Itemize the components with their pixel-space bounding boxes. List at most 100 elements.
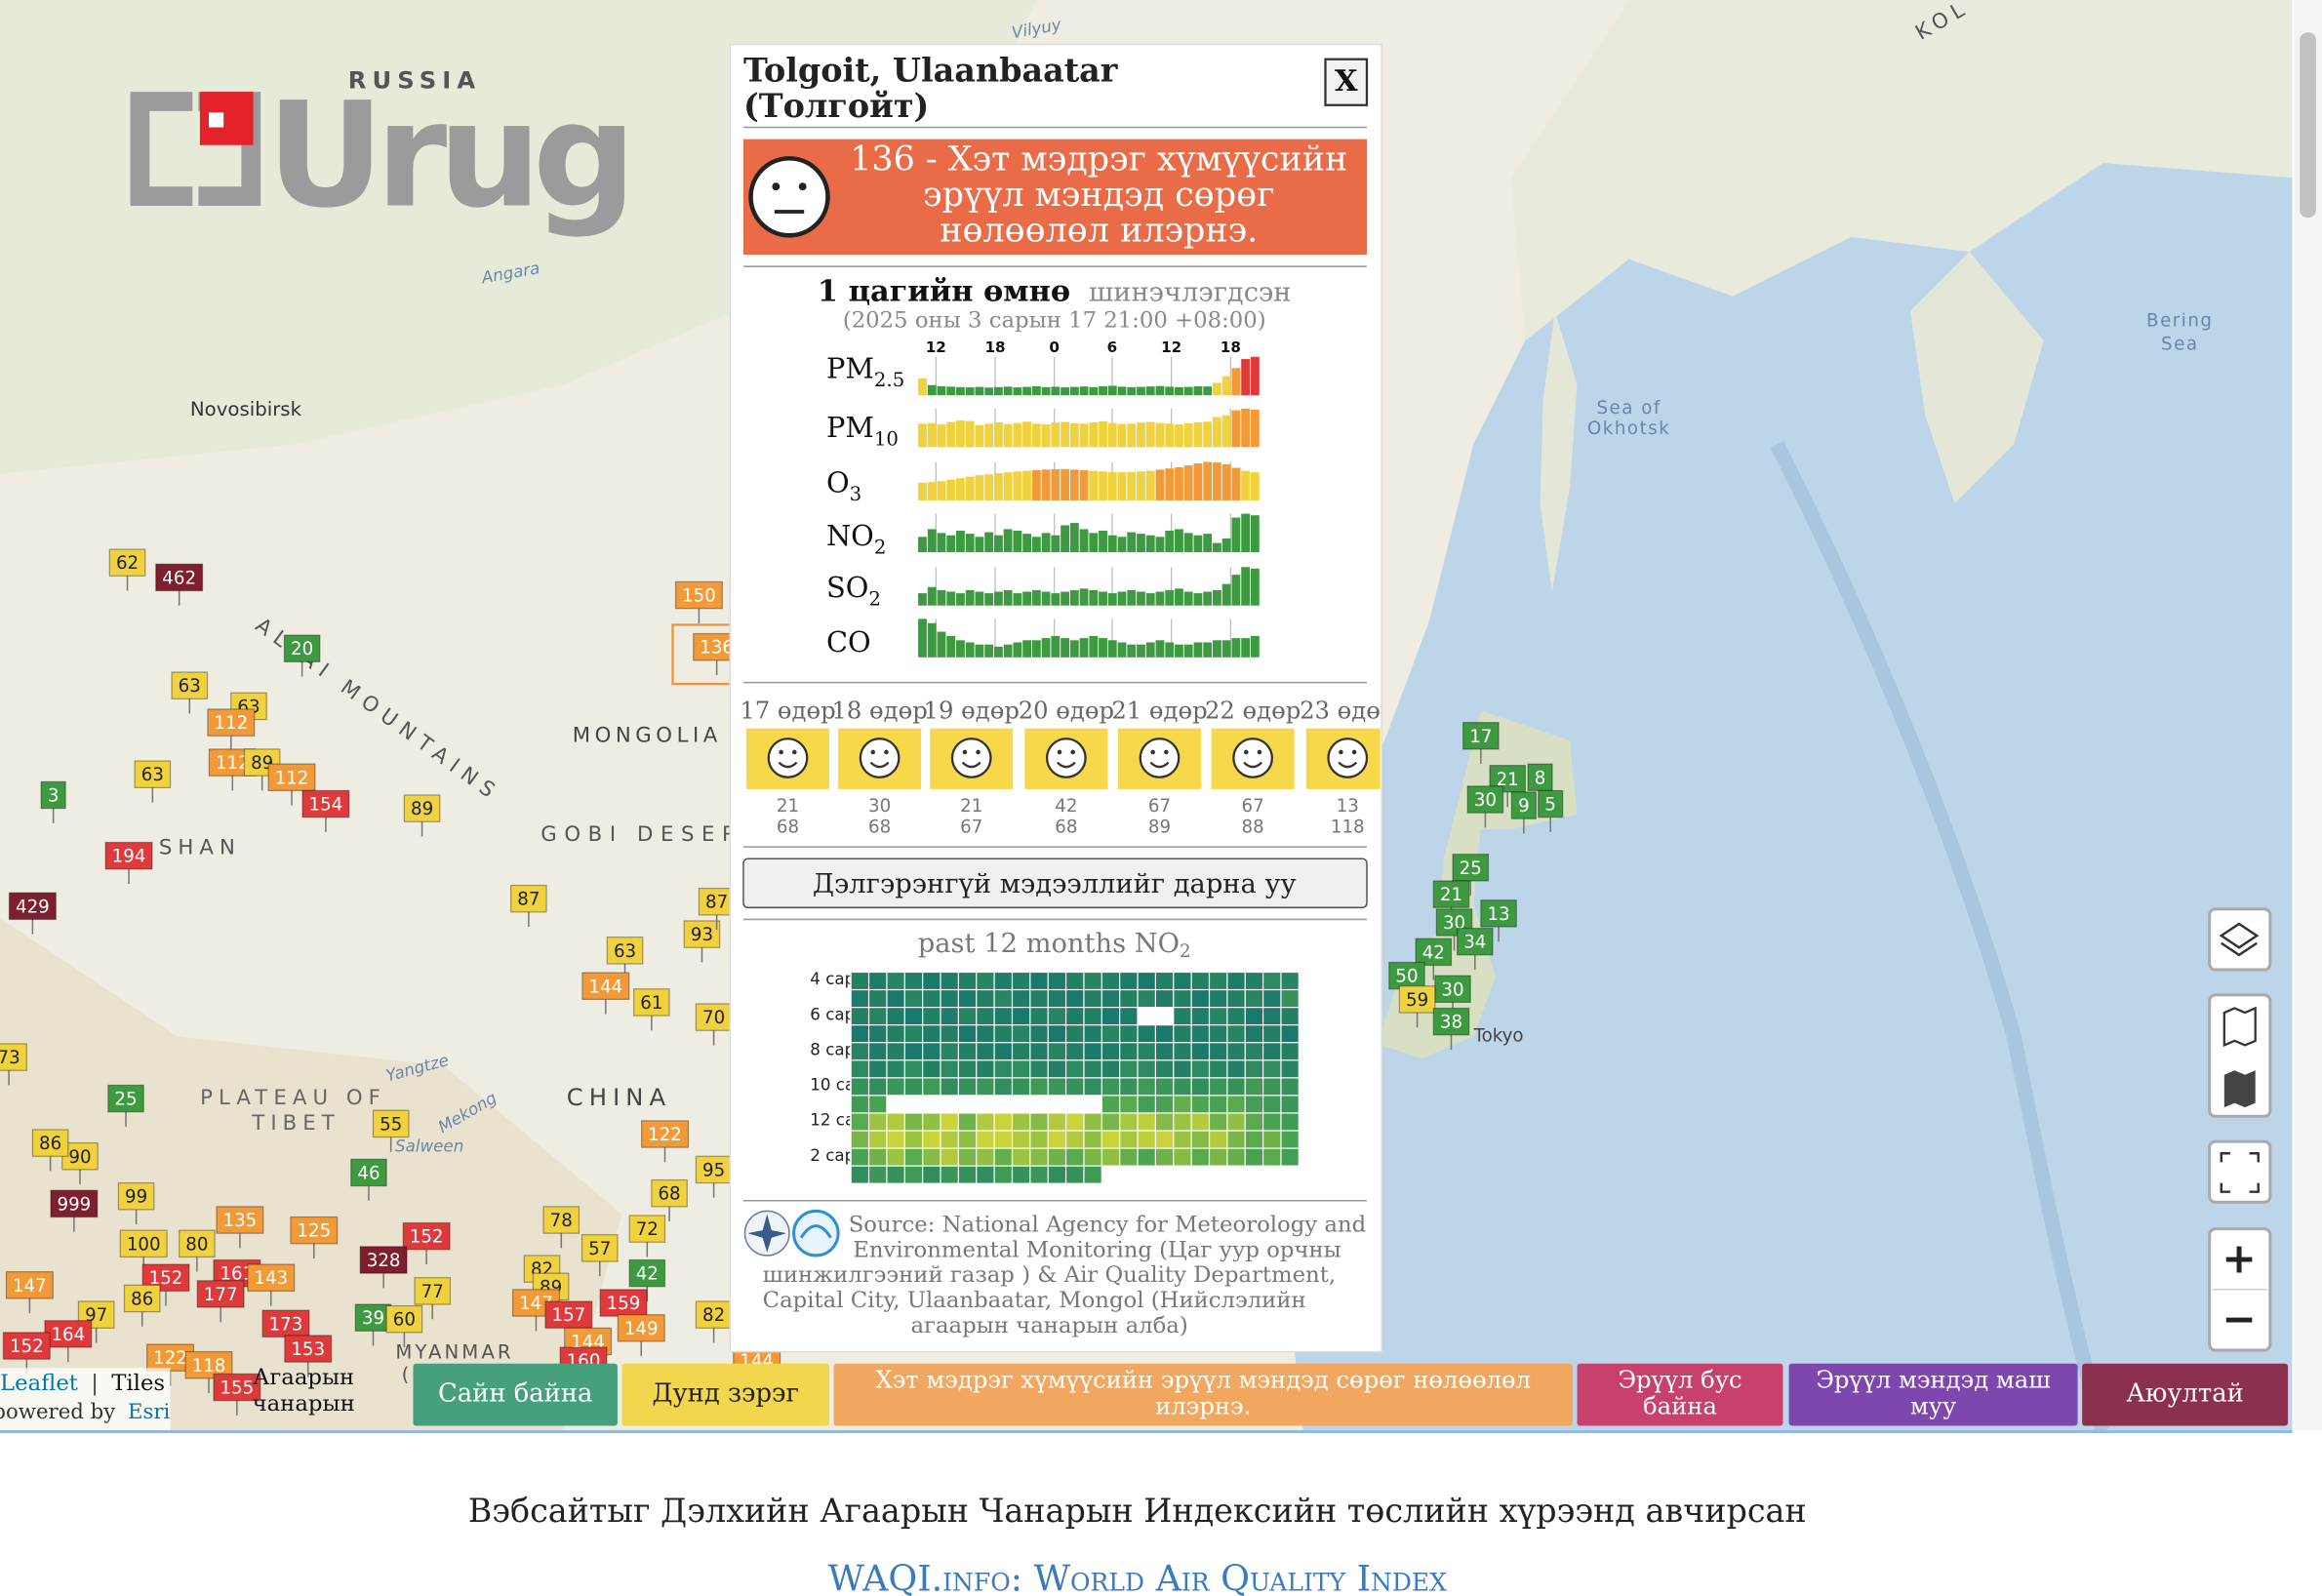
- heat-cell: [1155, 973, 1174, 989]
- station-marker[interactable]: 20: [283, 634, 321, 677]
- map-label: Okhotsk: [1587, 419, 1670, 439]
- legend-item[interactable]: [833, 1363, 1573, 1426]
- close-button[interactable]: [1324, 58, 1369, 106]
- station-marker[interactable]: 60: [385, 1304, 423, 1348]
- station-marker[interactable]: 8: [1527, 763, 1553, 806]
- station-marker[interactable]: 147: [5, 1271, 54, 1314]
- station-marker[interactable]: 70: [695, 1003, 733, 1046]
- station-marker[interactable]: 135: [216, 1206, 264, 1249]
- station-marker[interactable]: 462: [155, 563, 204, 606]
- station-marker[interactable]: 30: [1435, 908, 1473, 951]
- station-marker[interactable]: 25: [1452, 854, 1490, 897]
- fullscreen-button[interactable]: [2208, 1139, 2272, 1204]
- station-marker[interactable]: 86: [31, 1129, 69, 1172]
- station-marker[interactable]: 3: [40, 780, 66, 823]
- station-marker[interactable]: 42: [628, 1258, 666, 1301]
- station-marker[interactable]: 157: [544, 1300, 593, 1343]
- station-marker[interactable]: 143: [247, 1263, 296, 1306]
- station-marker[interactable]: 46: [350, 1158, 387, 1201]
- legend-item[interactable]: [621, 1363, 830, 1426]
- details-button[interactable]: [742, 858, 1368, 909]
- layers-button[interactable]: [2208, 907, 2272, 972]
- station-marker[interactable]: 55: [372, 1109, 410, 1152]
- station-marker[interactable]: 173: [261, 1309, 310, 1352]
- station-marker[interactable]: 177: [196, 1280, 245, 1323]
- station-marker[interactable]: 154: [301, 789, 350, 832]
- station-marker[interactable]: 93: [683, 920, 721, 963]
- footer-link[interactable]: WAQI.info: World Air Quality Index: [827, 1557, 1447, 1596]
- station-marker[interactable]: 118: [184, 1350, 233, 1394]
- history-row-label: 12 сар: [810, 1111, 865, 1130]
- heat-cell: [994, 1148, 1012, 1166]
- station-marker[interactable]: 999: [50, 1189, 99, 1232]
- station-marker[interactable]: 144: [581, 972, 630, 1015]
- station-marker[interactable]: 112: [267, 763, 316, 806]
- station-marker[interactable]: 30: [1434, 975, 1471, 1017]
- station-marker[interactable]: 5: [1538, 789, 1564, 832]
- station-marker[interactable]: 42: [1415, 938, 1453, 980]
- station-marker[interactable]: 155: [213, 1373, 261, 1416]
- station-marker[interactable]: 9: [1510, 791, 1538, 834]
- station-marker[interactable]: 80: [179, 1229, 216, 1272]
- station-marker[interactable]: 34: [1456, 927, 1494, 971]
- station-marker[interactable]: 328: [359, 1246, 408, 1289]
- station-marker[interactable]: 68: [651, 1178, 688, 1222]
- station-marker[interactable]: 72: [628, 1215, 666, 1257]
- station-marker[interactable]: 89: [243, 748, 281, 791]
- station-marker[interactable]: 152: [141, 1263, 190, 1306]
- legend-item[interactable]: [413, 1363, 618, 1426]
- station-marker[interactable]: 13: [1480, 899, 1517, 942]
- station-marker[interactable]: 63: [134, 760, 172, 803]
- station-marker[interactable]: 95: [695, 1155, 733, 1198]
- station-marker[interactable]: 39: [354, 1303, 392, 1346]
- station-marker[interactable]: 164: [44, 1320, 93, 1363]
- station-marker[interactable]: 78: [542, 1206, 580, 1249]
- station-marker[interactable]: 99: [117, 1181, 155, 1225]
- station-marker[interactable]: 63: [171, 671, 209, 714]
- forecast-face: [859, 738, 901, 778]
- marker-box: [414, 1277, 452, 1305]
- marker-value: 429: [16, 897, 50, 917]
- station-marker[interactable]: 89: [403, 794, 441, 837]
- station-marker[interactable]: 63: [606, 937, 644, 979]
- station-marker[interactable]: 59: [1398, 985, 1436, 1028]
- station-marker[interactable]: 38: [1432, 1007, 1470, 1050]
- legend-item[interactable]: [1788, 1363, 2078, 1426]
- station-marker[interactable]: 125: [290, 1216, 339, 1258]
- station-marker[interactable]: 150: [674, 580, 723, 623]
- leaflet-link[interactable]: Leaflet: [0, 1371, 78, 1396]
- station-marker[interactable]: 77: [414, 1277, 452, 1320]
- station-marker[interactable]: 57: [580, 1234, 619, 1277]
- station-marker[interactable]: 159: [599, 1289, 648, 1332]
- legend-item[interactable]: [1577, 1363, 1783, 1426]
- station-marker[interactable]: 50: [1388, 961, 1425, 1004]
- scrollbar-thumb[interactable]: [2300, 32, 2316, 219]
- pollutant-bar: [1061, 638, 1069, 658]
- station-marker[interactable]: 152: [2, 1332, 51, 1375]
- station-marker[interactable]: 152: [402, 1221, 451, 1265]
- station-marker[interactable]: 149: [617, 1314, 665, 1357]
- station-marker[interactable]: 25: [107, 1084, 144, 1127]
- station-marker[interactable]: 73: [0, 1043, 27, 1086]
- station-marker[interactable]: 100: [119, 1229, 168, 1272]
- station-marker[interactable]: 122: [641, 1120, 690, 1163]
- station-marker[interactable]: 87: [510, 884, 547, 928]
- station-marker[interactable]: 62: [108, 548, 146, 591]
- station-marker[interactable]: 86: [123, 1284, 161, 1327]
- station-marker[interactable]: 112: [207, 708, 256, 751]
- station-marker[interactable]: 21: [1489, 765, 1526, 808]
- zoom-out[interactable]: −: [2222, 1297, 2257, 1344]
- station-marker[interactable]: 153: [284, 1335, 333, 1377]
- station-marker[interactable]: 30: [1466, 785, 1504, 828]
- station-marker[interactable]: 429: [8, 892, 57, 935]
- pollutant-bar: [1221, 583, 1231, 606]
- pollutant-bar: [965, 387, 975, 396]
- esri-link[interactable]: Esri: [128, 1399, 171, 1423]
- zoom-in[interactable]: +: [2222, 1236, 2257, 1284]
- legend-item[interactable]: [2082, 1363, 2289, 1426]
- station-marker[interactable]: 17: [1462, 721, 1500, 765]
- station-marker[interactable]: 61: [633, 988, 670, 1031]
- station-marker[interactable]: 82: [695, 1300, 733, 1343]
- station-marker[interactable]: 194: [104, 841, 153, 885]
